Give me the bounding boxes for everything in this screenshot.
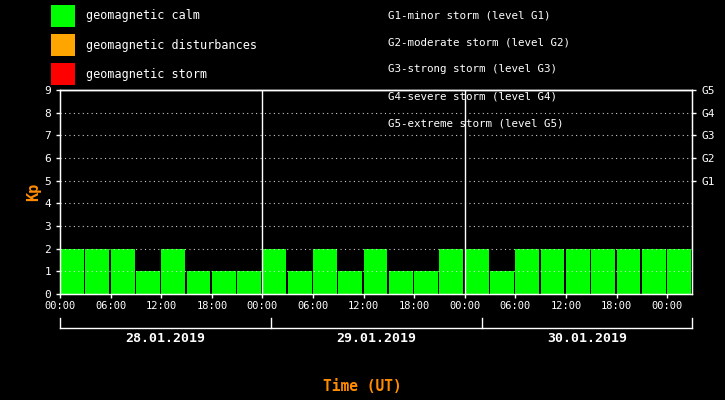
Text: 30.01.2019: 30.01.2019 [547, 332, 627, 345]
Bar [313, 249, 337, 294]
Bar [237, 271, 261, 294]
Bar [162, 249, 185, 294]
Text: geomagnetic disturbances: geomagnetic disturbances [86, 39, 257, 52]
Bar [591, 249, 615, 294]
Text: G5-extreme storm (level G5): G5-extreme storm (level G5) [388, 119, 563, 129]
Bar [136, 271, 160, 294]
Bar [212, 271, 236, 294]
Y-axis label: Kp: Kp [27, 183, 41, 201]
Text: G2-moderate storm (level G2): G2-moderate storm (level G2) [388, 37, 570, 47]
Bar [667, 249, 691, 294]
Bar [616, 249, 640, 294]
Bar [465, 249, 489, 294]
Bar [288, 271, 312, 294]
Bar [515, 249, 539, 294]
Bar [86, 249, 109, 294]
Bar [364, 249, 387, 294]
Text: G3-strong storm (level G3): G3-strong storm (level G3) [388, 64, 557, 74]
Text: G1-minor storm (level G1): G1-minor storm (level G1) [388, 10, 550, 20]
Bar [490, 271, 514, 294]
Bar [389, 271, 413, 294]
Text: geomagnetic storm: geomagnetic storm [86, 68, 207, 81]
Bar [642, 249, 666, 294]
Text: 28.01.2019: 28.01.2019 [125, 332, 206, 345]
Bar [339, 271, 362, 294]
Text: G4-severe storm (level G4): G4-severe storm (level G4) [388, 92, 557, 102]
Bar [439, 249, 463, 294]
Bar [414, 271, 438, 294]
Bar [111, 249, 135, 294]
Text: geomagnetic calm: geomagnetic calm [86, 10, 199, 22]
Text: 29.01.2019: 29.01.2019 [336, 332, 416, 345]
Bar [541, 249, 565, 294]
Bar [186, 271, 210, 294]
Bar [60, 249, 84, 294]
Text: Time (UT): Time (UT) [323, 379, 402, 394]
Bar [262, 249, 286, 294]
Bar [566, 249, 589, 294]
